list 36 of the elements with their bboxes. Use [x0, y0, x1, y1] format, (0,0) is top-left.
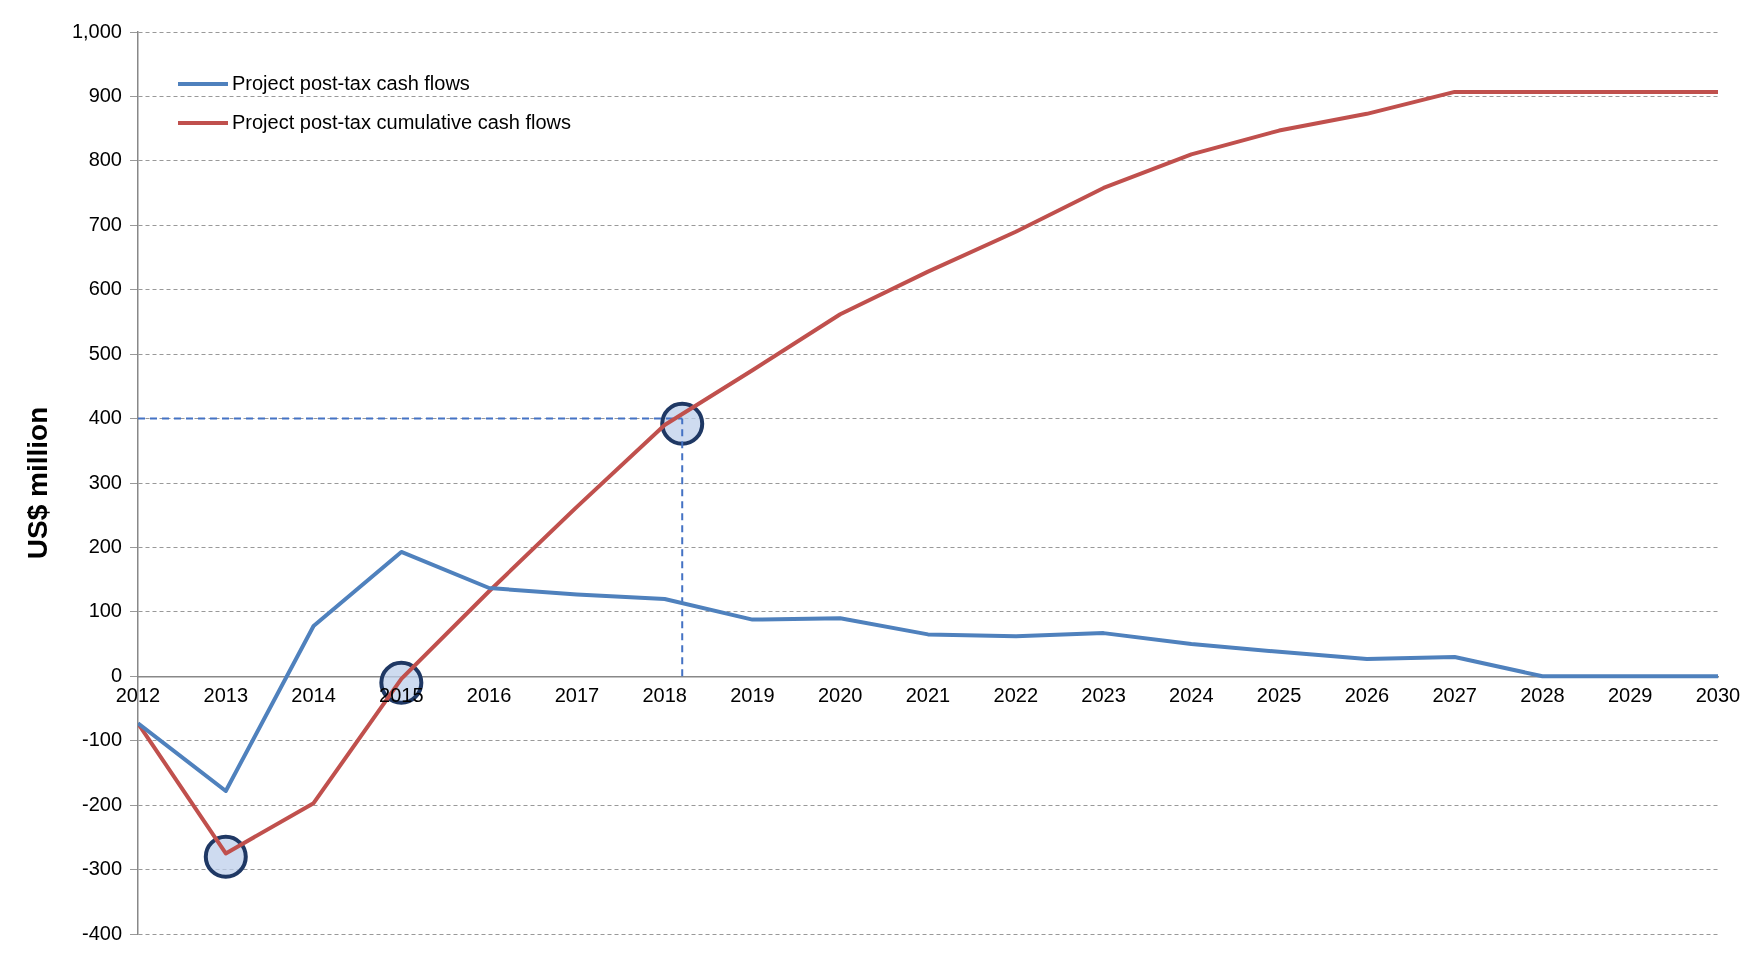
y-tick-label: 200	[88, 534, 122, 557]
y-tick-label: 400	[88, 406, 122, 429]
x-tick-label: 2016	[466, 683, 512, 706]
y-tick-label: 300	[88, 470, 122, 493]
y-tick-label: 100	[88, 599, 122, 622]
y-tick-label: 600	[88, 277, 122, 300]
x-tick-label: 2027	[1432, 683, 1477, 706]
y-tick-label: 1,000	[71, 19, 122, 42]
y-tick-label: -300	[81, 857, 122, 880]
y-tick-label: -200	[81, 792, 122, 815]
y-tick-label: -100	[81, 728, 122, 751]
x-tick-label: 2012	[115, 683, 161, 706]
y-tick-label: 0	[110, 663, 122, 686]
y-tick-label: 800	[88, 148, 122, 171]
y-tick-label: -400	[81, 921, 122, 944]
x-tick-label: 2018	[642, 683, 687, 706]
x-tick-label: 2022	[993, 683, 1039, 706]
x-tick-label: 2017	[554, 683, 600, 706]
x-tick-label: 2020	[817, 683, 863, 706]
x-tick-label: 2014	[291, 683, 336, 706]
x-tick-label: 2029	[1607, 683, 1653, 706]
x-tick-label: 2030	[1695, 683, 1741, 706]
legend-label: Project post-tax cumulative cash flows	[232, 111, 572, 134]
x-tick-label: 2023	[1081, 683, 1126, 706]
y-tick-label: 900	[88, 83, 122, 106]
legend-label: Project post-tax cash flows	[232, 72, 470, 95]
x-tick-label: 2024	[1169, 683, 1214, 706]
x-tick-label: 2026	[1344, 683, 1390, 706]
x-tick-label: 2019	[730, 683, 775, 706]
y-tick-label: 500	[88, 341, 122, 364]
y-axis-title: US$ million	[21, 406, 53, 560]
y-tick-label: 700	[88, 212, 122, 235]
x-tick-label: 2025	[1256, 683, 1302, 706]
x-tick-label: 2028	[1520, 683, 1565, 706]
x-tick-label: 2021	[905, 683, 951, 706]
x-tick-label: 2013	[203, 683, 249, 706]
